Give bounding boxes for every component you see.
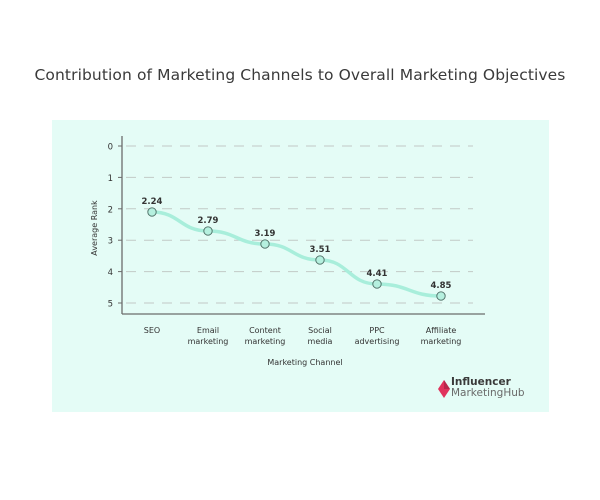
x-tick-label: marketing <box>421 337 462 346</box>
data-point-marker <box>315 255 325 265</box>
y-axis-label: Average Rank <box>90 200 99 256</box>
y-tick-label: 5 <box>108 300 113 310</box>
x-tick-label: PPC <box>369 326 385 335</box>
x-tick-label: Affiliate <box>426 326 457 335</box>
data-point-label: 3.51 <box>310 245 331 255</box>
logo-text-line2: MarketingHub <box>451 387 525 399</box>
y-tick-label: 0 <box>108 143 113 153</box>
x-tick-label: Email <box>197 326 219 335</box>
influencer-marketinghub-logo: Influencer MarketingHub <box>437 376 547 401</box>
x-tick-label: marketing <box>245 337 286 346</box>
x-tick-label: Content <box>249 326 281 335</box>
chart-title: Contribution of Marketing Channels to Ov… <box>34 66 566 84</box>
data-point-label: 4.41 <box>367 269 388 279</box>
data-point-marker <box>147 207 157 217</box>
data-point-label: 4.85 <box>431 281 452 291</box>
x-tick-label: marketing <box>188 337 229 346</box>
logo-diamond-icon <box>438 380 450 398</box>
data-point-marker <box>203 226 213 236</box>
chart-panel <box>52 120 549 412</box>
y-tick-label: 4 <box>108 268 113 278</box>
x-axis-label: Marketing Channel <box>267 358 342 367</box>
x-tick-label: Social <box>308 326 332 335</box>
y-tick-label: 1 <box>108 174 113 184</box>
logo-text-line1: Influencer <box>451 376 511 388</box>
y-tick-label: 3 <box>108 237 113 247</box>
data-point-marker <box>436 291 446 301</box>
data-point-marker <box>260 239 270 249</box>
x-tick-label: advertising <box>355 337 400 346</box>
x-tick-label: SEO <box>144 326 160 335</box>
data-point-label: 2.24 <box>142 197 163 207</box>
y-tick-label: 2 <box>108 205 113 215</box>
data-point-label: 3.19 <box>255 229 276 239</box>
x-tick-label: media <box>308 337 333 346</box>
data-point-label: 2.79 <box>198 216 219 226</box>
data-point-marker <box>372 279 382 289</box>
data-line <box>150 210 443 298</box>
